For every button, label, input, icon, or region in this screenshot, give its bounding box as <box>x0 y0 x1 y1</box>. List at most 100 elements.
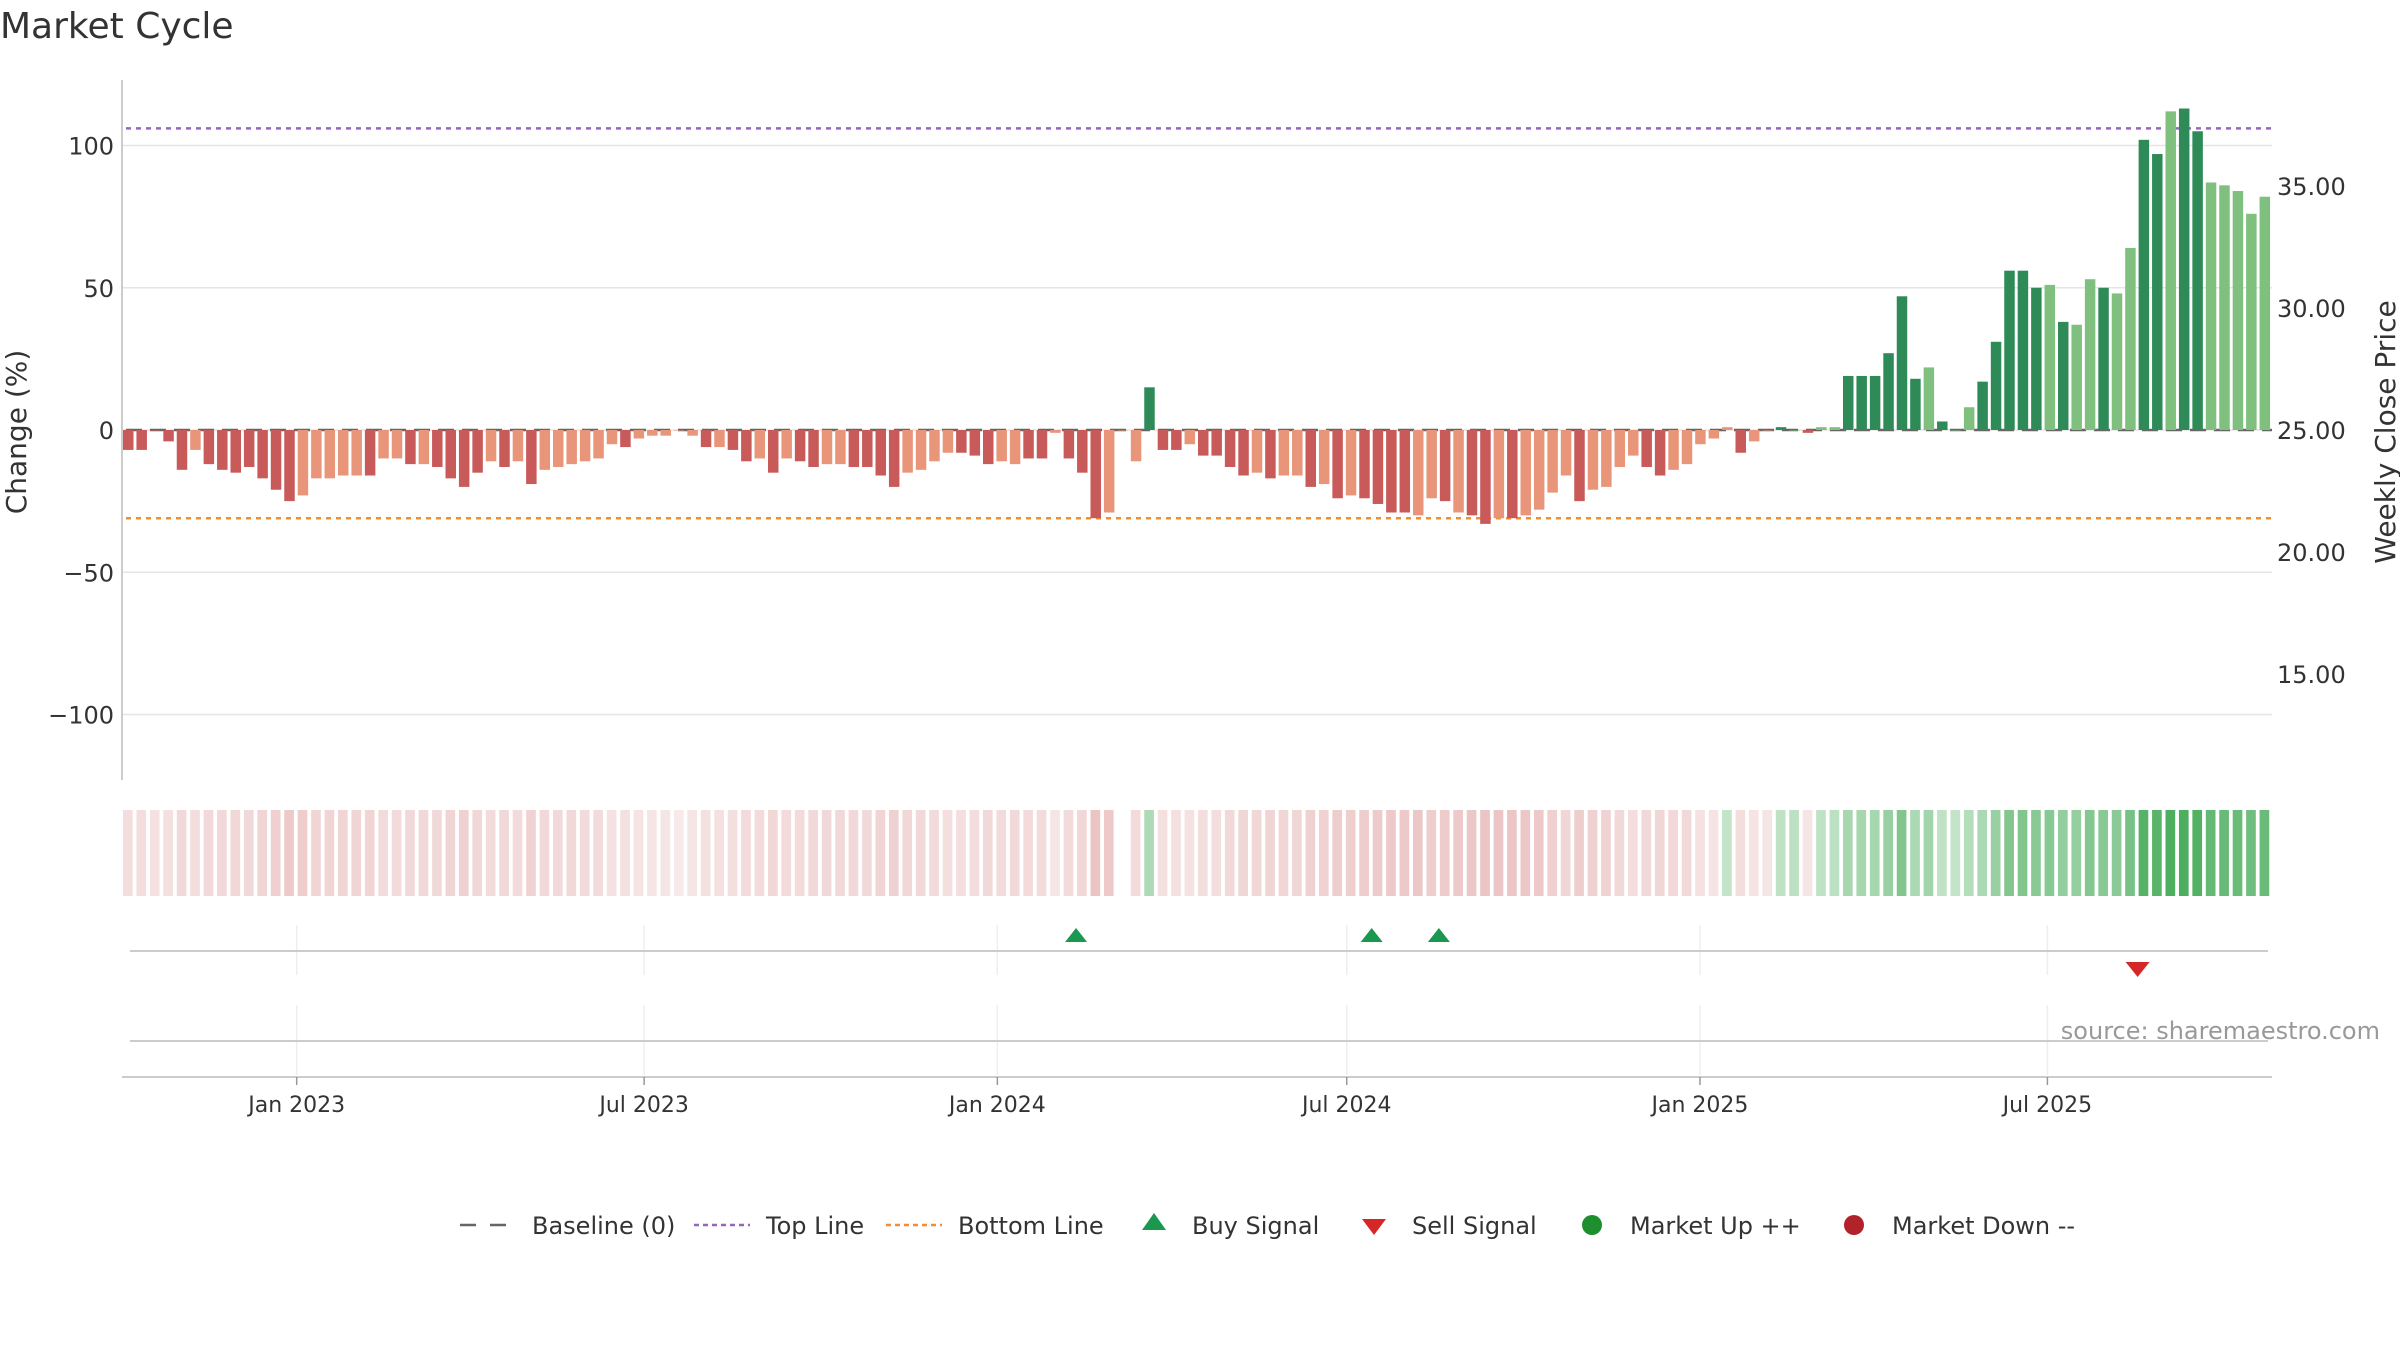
heat-cell <box>1816 810 1826 896</box>
heat-cell <box>956 810 966 896</box>
bar <box>1816 427 1827 430</box>
bar <box>1735 430 1746 453</box>
bar <box>1668 430 1679 470</box>
heat-cell <box>418 810 429 896</box>
bar <box>324 430 336 479</box>
bar <box>270 430 282 490</box>
bar <box>1077 430 1088 473</box>
bar <box>660 430 671 436</box>
heat-cell <box>1950 810 1961 896</box>
bar <box>875 430 886 476</box>
legend-label: Buy Signal <box>1192 1212 1319 1240</box>
bar <box>284 430 295 502</box>
bar <box>1533 430 1545 510</box>
bar <box>311 430 322 479</box>
bar <box>2098 287 2109 430</box>
heat-cell <box>1466 810 1477 896</box>
heat-cell <box>579 810 590 896</box>
legend-label: Bottom Line <box>958 1212 1104 1240</box>
heat-cell <box>1077 810 1087 896</box>
heat-cell <box>1533 810 1544 896</box>
heat-cell <box>1977 810 1988 896</box>
heat-cell <box>1869 810 1880 896</box>
heat-cell <box>1050 810 1060 896</box>
bar <box>1238 430 1249 476</box>
bar <box>1587 430 1599 490</box>
bar <box>673 430 685 431</box>
heat-cell <box>1722 810 1732 896</box>
heat-cell <box>539 810 550 896</box>
heat-cell <box>1775 810 1786 896</box>
heat-cell <box>136 810 147 896</box>
heat-cell <box>1614 810 1625 896</box>
heat-cell <box>1184 810 1195 896</box>
bar <box>2044 284 2056 430</box>
bar <box>1722 427 1733 430</box>
legend-label: Baseline (0) <box>532 1212 675 1240</box>
bar <box>1520 430 1531 516</box>
heat-cell <box>969 810 980 896</box>
heat-cell <box>1507 810 1517 896</box>
heat-cell <box>284 810 294 896</box>
heat-cell <box>230 810 241 896</box>
heat-cell <box>257 810 268 896</box>
bar <box>1413 430 1424 516</box>
bar <box>2259 196 2271 430</box>
heat-cell <box>2205 810 2216 896</box>
bar <box>754 430 766 459</box>
bar <box>1359 430 1370 499</box>
heat-cell <box>808 810 818 896</box>
bar <box>1762 430 1773 431</box>
heat-cell <box>1372 810 1383 896</box>
bar <box>727 430 739 450</box>
heat-cell <box>754 810 765 896</box>
bar <box>1453 430 1464 513</box>
heat-cell <box>2246 810 2256 896</box>
bar <box>1439 430 1451 502</box>
heat-cell <box>768 810 778 896</box>
bar <box>1386 430 1397 513</box>
bar <box>2004 270 2015 430</box>
heat-cell <box>700 810 711 896</box>
heat-cell <box>1090 810 1101 896</box>
bar <box>1923 367 1935 430</box>
y-tick-label: 100 <box>68 133 114 161</box>
heat-cell <box>1292 810 1302 896</box>
bar <box>1748 430 1760 442</box>
bar <box>1910 378 1921 430</box>
heat-cell <box>633 810 644 896</box>
heat-cell <box>432 810 442 896</box>
buy-signal-marker <box>1360 928 1383 942</box>
x-tick-label: Jul 2023 <box>597 1093 689 1118</box>
bar <box>929 430 940 462</box>
y-tick-label: −100 <box>48 702 114 730</box>
bar <box>1775 427 1787 430</box>
bar <box>794 430 806 462</box>
bar <box>1345 430 1357 496</box>
bar <box>149 430 161 431</box>
bar <box>969 430 981 456</box>
bar <box>2138 139 2150 430</box>
heat-cell <box>875 810 886 896</box>
axes: 100 50 0 −50 −100 35.00 30.00 25.00 20.00 15.00 <box>48 80 2346 780</box>
heat-cell <box>1399 810 1410 896</box>
bar <box>1198 430 1209 456</box>
heat-cell <box>2071 810 2082 896</box>
heat-cell <box>1708 810 1719 896</box>
heat-cell <box>1883 810 1893 896</box>
heat-cell <box>794 810 805 896</box>
bar <box>633 430 645 439</box>
heat-cell <box>1359 810 1369 896</box>
buy-signal-marker <box>1065 928 1088 942</box>
bar <box>1641 430 1652 467</box>
legend-buy-triangle-icon <box>1142 1213 1166 1230</box>
signal-panel <box>130 925 2268 1075</box>
x-tick-label: Jan 2025 <box>1649 1093 1748 1118</box>
heat-cell <box>983 810 993 896</box>
bar <box>768 430 779 473</box>
bar <box>1224 430 1236 467</box>
heat-cell <box>620 810 630 896</box>
heat-cell <box>942 810 953 896</box>
bar <box>136 430 147 450</box>
heat-cell <box>2084 810 2095 896</box>
